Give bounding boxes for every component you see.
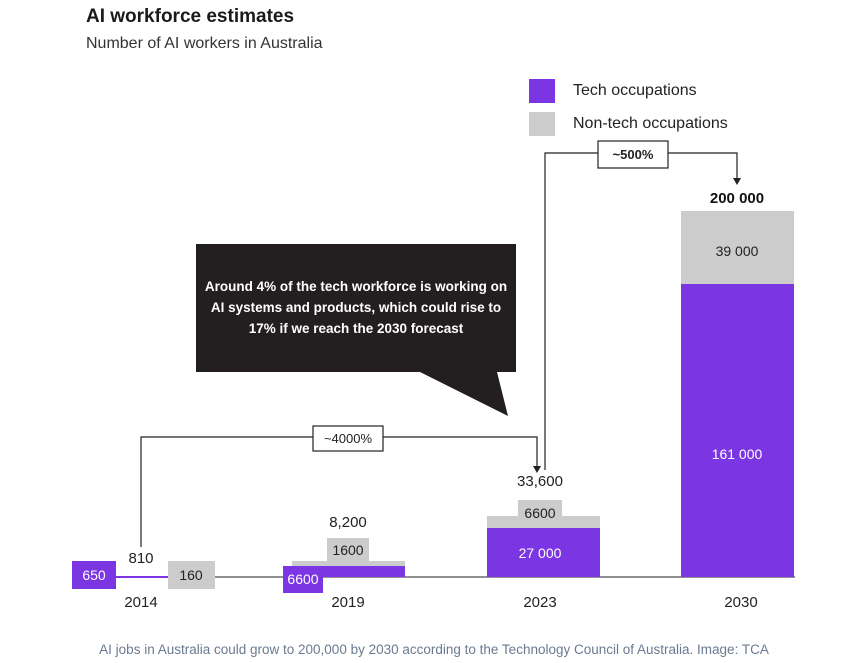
label-2023-nontech: 6600 (524, 505, 555, 521)
growth-label-a: ~4000% (324, 431, 373, 446)
tick-2023: 2023 (523, 594, 556, 611)
callout-line-2: AI systems and products, which could ris… (211, 300, 501, 315)
tick-2030: 2030 (724, 594, 757, 611)
label-2014-tech: 650 (82, 567, 106, 583)
label-2014-nontech: 160 (179, 567, 203, 583)
growth-arrow-a (533, 466, 541, 473)
label-2019-nontech: 1600 (332, 542, 363, 558)
tick-2014: 2014 (124, 594, 157, 611)
growth-box-a (312, 425, 384, 452)
tick-2019: 2019 (331, 594, 364, 611)
total-2030: 200 000 (710, 190, 764, 207)
label-2019-tech: 6600 (287, 571, 318, 587)
bar-2030-nontech (681, 211, 794, 284)
bar-2014-nontech (168, 561, 215, 589)
bar-2023-tech (487, 528, 600, 577)
bar-2019-nontech (292, 561, 405, 567)
total-2014: 810 (128, 550, 153, 567)
bar-2030-tech (681, 284, 794, 577)
total-2019: 8,200 (329, 514, 367, 531)
chart-title: AI workforce estimates (86, 6, 295, 27)
growth-label-b: ~500% (613, 147, 654, 162)
bar-2023-nontech-box (518, 500, 562, 524)
growth-box-b (597, 140, 669, 169)
callout-line-1: Around 4% of the tech workforce is worki… (205, 279, 507, 294)
legend-nontech-swatch (529, 112, 555, 136)
legend-tech-label: Tech occupations (573, 82, 697, 99)
callout-box (196, 244, 516, 416)
legend-nontech-label: Non-tech occupations (573, 115, 728, 132)
callout-line-3: 17% if we reach the 2030 forecast (249, 321, 464, 336)
legend-tech-swatch (529, 79, 555, 103)
bar-2019-tech-box (283, 566, 323, 593)
bar-2019-tech (292, 566, 405, 577)
label-2030-nontech: 39 000 (716, 243, 759, 259)
total-2023: 33,600 (517, 473, 563, 490)
bar-2014-tech (72, 561, 116, 589)
chart-subtitle: Number of AI workers in Australia (86, 35, 323, 52)
label-2030-tech: 161 000 (712, 446, 763, 462)
label-2023-tech: 27 000 (519, 545, 562, 561)
caption: AI jobs in Australia could grow to 200,0… (99, 642, 769, 657)
bar-2019-nontech-box (327, 538, 369, 562)
growth-arrow-b (733, 178, 741, 185)
